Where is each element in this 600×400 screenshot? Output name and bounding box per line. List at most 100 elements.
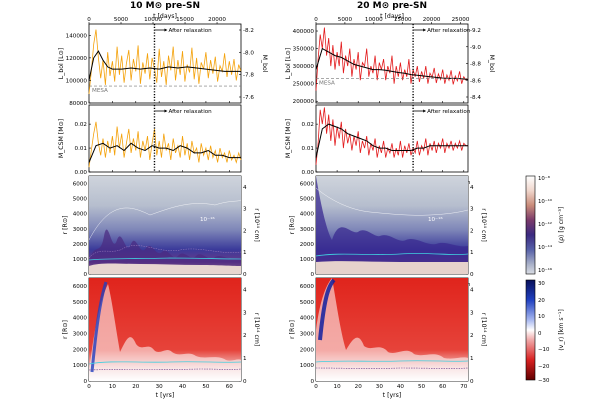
map-right-tick-label: 1 <box>470 356 474 362</box>
series-smoothed-10Msun-csm-mass <box>88 142 241 163</box>
right-tick-label: -9.2 <box>470 28 481 34</box>
map-right-label: r [10¹⁴ cm] <box>480 208 487 242</box>
y-tick-label: 80000 <box>69 101 87 107</box>
cb-dens-tick-2: 10⁻¹² <box>538 221 552 228</box>
map-y-tick-label: 3000 <box>300 331 315 337</box>
map-y-tick-label: 5000 <box>300 197 315 203</box>
cb-vel-tick-2: 10 <box>538 314 545 320</box>
top-tick-label: 5000 <box>114 17 129 23</box>
y-tick-label: 140000 <box>66 33 88 39</box>
velocity-map-20msun <box>316 278 468 381</box>
top-axis-label-left: t [days] <box>153 13 177 20</box>
bottom-tick-label: 20 <box>355 384 363 390</box>
density-map-10msun <box>89 176 241 274</box>
density-map-20msun <box>316 176 468 274</box>
map-y-tick-label: 5000 <box>73 300 88 306</box>
map-right-tick-label: 0 <box>243 379 247 385</box>
bottom-tick-label: 10 <box>109 384 117 390</box>
top-tick-label: 10000 <box>144 17 162 23</box>
contour-label-left: 10⁻¹⁶ <box>200 216 215 223</box>
map-right-tick-label: 3 <box>243 310 247 316</box>
map-y-tick-label: 3000 <box>73 227 88 233</box>
right-axis-label: M_bol <box>488 55 495 73</box>
bottom-tick-label: 40 <box>397 384 405 390</box>
relaxation-label: After relaxation <box>427 109 471 115</box>
map-y-label: r [R⊙] <box>289 320 296 339</box>
map-right-tick-label: 2 <box>470 228 474 234</box>
y-tick-label: 0.00 <box>75 170 88 176</box>
bottom-tick-label: 30 <box>376 384 384 390</box>
map-y-tick-label: 2000 <box>73 347 88 353</box>
y-tick-label: 250000 <box>293 82 315 88</box>
y-tick-label: 0.01 <box>302 146 315 152</box>
contour-label-right: 10⁻¹⁶ <box>428 216 443 223</box>
series-smoothed-10Msun-luminosity <box>88 50 241 81</box>
top-axis-label-right: t [days] <box>380 13 404 20</box>
map-right-tick-label: 1 <box>470 250 474 256</box>
bottom-tick-label: 40 <box>179 384 187 390</box>
map-y-tick-label: 0 <box>83 379 87 385</box>
cb-dens-tick-4: 10⁻¹⁶ <box>538 267 552 274</box>
mesa-label: MESA <box>92 88 108 94</box>
cb-vel-tick-3: 0 <box>538 331 542 337</box>
map-y-tick-label: 4000 <box>300 212 315 218</box>
relaxation-arrowhead <box>423 109 427 113</box>
map-right-label: r [10¹⁴ cm] <box>253 208 260 242</box>
map-y-tick-label: 2000 <box>73 242 88 248</box>
right-tick-label: -9.0 <box>470 45 481 51</box>
map-y-label: r [R⊙] <box>62 216 69 235</box>
map-right-tick-label: 2 <box>243 333 247 339</box>
mesa-label: MESA <box>319 80 335 86</box>
map-y-tick-label: 4000 <box>73 212 88 218</box>
cb-dens-tick-3: 10⁻¹⁴ <box>538 244 552 251</box>
top-tick-label: 20000 <box>208 17 226 23</box>
y-tick-label: 0.00 <box>302 170 315 176</box>
map-y-tick-label: 6000 <box>300 284 315 290</box>
panels: 0 5000 10000 15000 200000 10 20 30 40 50 60t [yrs]… <box>58 17 495 399</box>
bottom-tick-label: 60 <box>439 384 447 390</box>
bottom-tick-label: 50 <box>418 384 426 390</box>
series-raw-20Msun-csm-mass <box>315 107 468 165</box>
series-smoothed-20Msun-csm-mass <box>315 123 468 158</box>
bottom-tick-label: 50 <box>202 384 210 390</box>
y-tick-label: 0.02 <box>302 122 314 128</box>
y-axis-label: M_CSM [M⊙] <box>58 119 65 158</box>
right-tick-label: -7.8 <box>243 73 254 79</box>
map-y-tick-label: 0 <box>310 272 314 278</box>
map-y-tick-label: 1000 <box>300 257 315 263</box>
map-right-label: r [10¹⁴ cm] <box>253 313 260 347</box>
top-tick-label: 5000 <box>338 17 353 23</box>
relaxation-arrowhead <box>164 109 168 113</box>
right-axis-label: M_bol <box>261 55 268 73</box>
map-y-tick-label: 1000 <box>73 257 88 263</box>
bottom-axis-label: t [yrs] <box>156 392 175 399</box>
y-tick-label: 400000 <box>293 29 315 35</box>
map-right-tick-label: 0 <box>470 272 474 278</box>
y-tick-label: 200000 <box>293 99 315 105</box>
top-tick-label: 25000 <box>452 17 470 23</box>
map-y-tick-label: 6000 <box>73 284 88 290</box>
y-tick-label: 0.01 <box>75 146 88 152</box>
bottom-tick-label: 20 <box>132 384 140 390</box>
relaxation-label: After relaxation <box>168 109 212 115</box>
bottom-tick-label: 30 <box>156 384 164 390</box>
top-tick-label: 0 <box>314 17 318 23</box>
map-y-tick-label: 0 <box>310 379 314 385</box>
y-axis-label: L_bol [L⊙] <box>58 48 65 79</box>
y-axis-label: M_CSM [M⊙] <box>285 119 292 158</box>
cb-vel-tick-4: −10 <box>538 347 550 353</box>
map-y-tick-label: 3000 <box>300 227 315 233</box>
map-right-tick-label: 4 <box>243 185 247 191</box>
title-10msun: 10 M⊙ pre-SN <box>130 1 200 11</box>
map-right-label: r [10¹⁴ cm] <box>480 313 487 347</box>
map-right-tick-label: 3 <box>470 310 474 316</box>
map-right-tick-label: 2 <box>470 333 474 339</box>
panel-frame-0-1 <box>88 104 242 173</box>
map-right-tick-label: 0 <box>243 272 247 278</box>
top-tick-label: 15000 <box>394 17 412 23</box>
cb-vel-tick-6: −30 <box>538 378 550 384</box>
top-tick-label: 15000 <box>176 17 194 23</box>
map-y-tick-label: 4000 <box>300 316 315 322</box>
title-20msun: 20 M⊙ pre-SN <box>357 1 427 11</box>
